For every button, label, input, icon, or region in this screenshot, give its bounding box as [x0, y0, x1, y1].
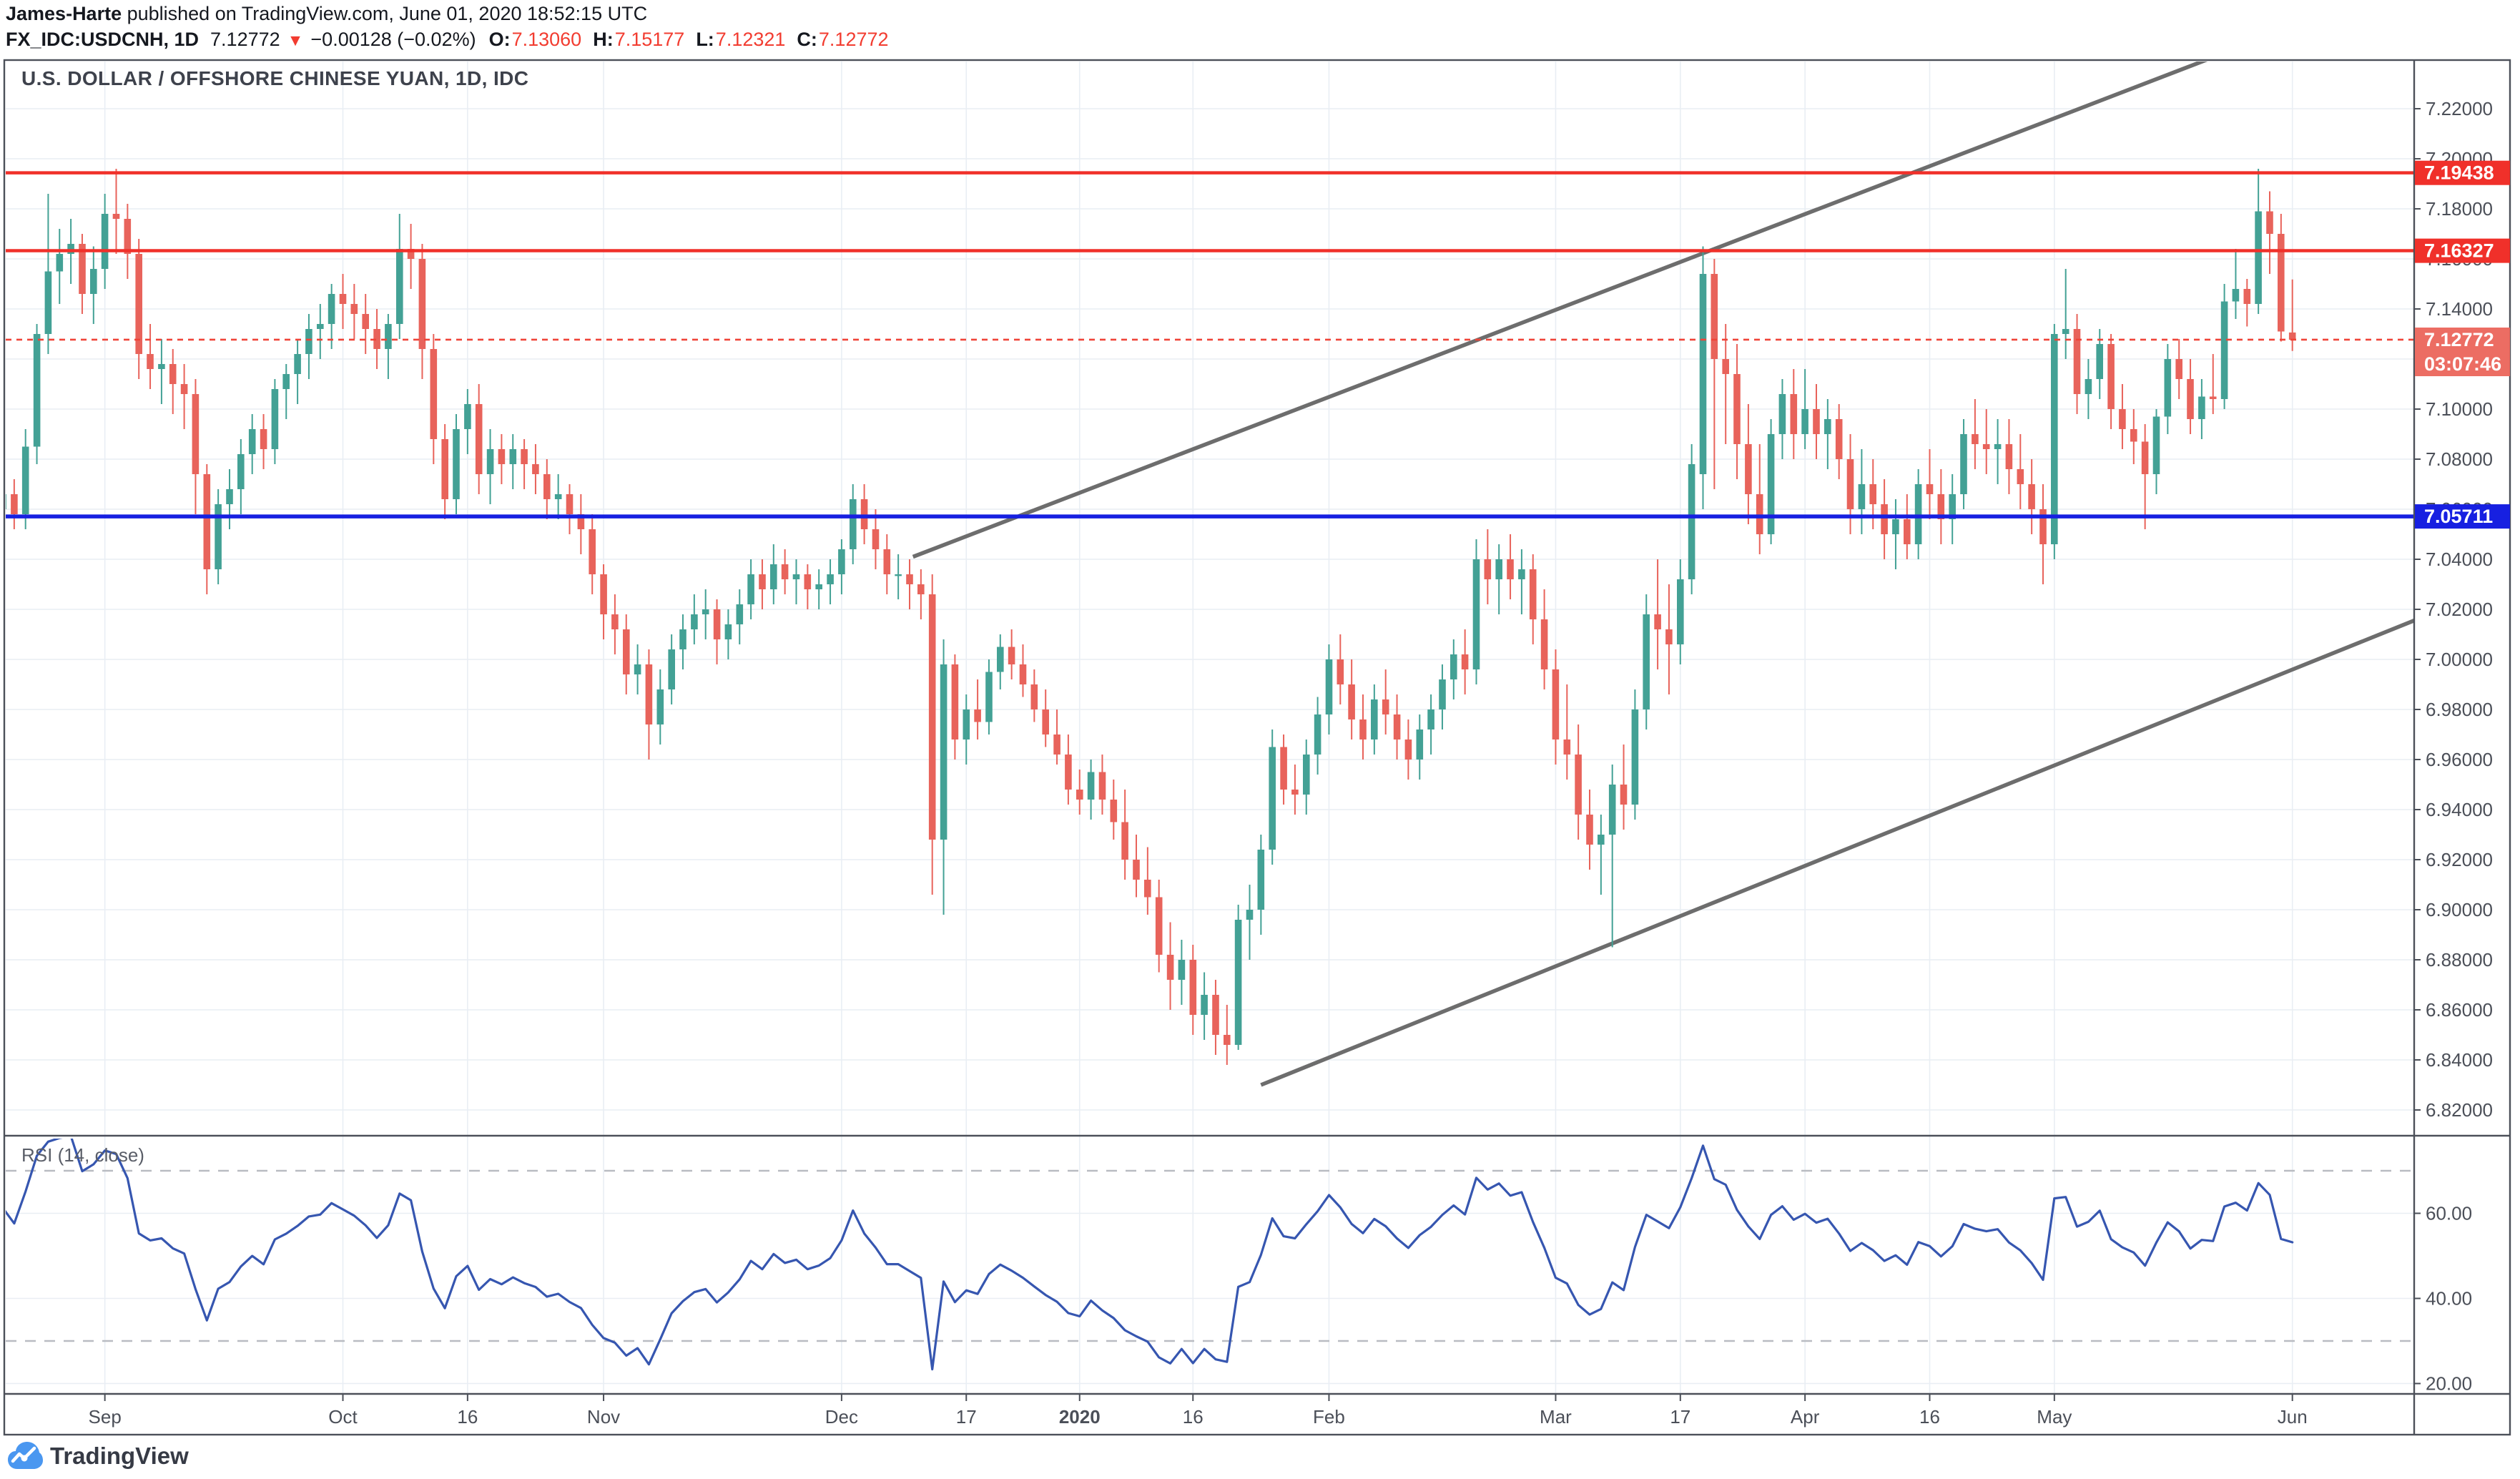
rsi-indicator-label[interactable]: RSI (14, close): [21, 1144, 144, 1166]
svg-text:6.96000: 6.96000: [2426, 749, 2493, 770]
svg-text:7.10000: 7.10000: [2426, 398, 2493, 420]
svg-text:16: 16: [1919, 1406, 1940, 1428]
svg-text:Nov: Nov: [587, 1406, 620, 1428]
symbol-quote-bar: FX_IDC:USDCNH, 1D 7.12772 ▼ −0.00128 (−0…: [6, 29, 900, 51]
svg-text:7.16327: 7.16327: [2424, 240, 2494, 262]
candlestick-series: [6, 169, 2296, 1065]
publish-info: James-Harte published on TradingView.com…: [6, 3, 647, 25]
svg-text:6.98000: 6.98000: [2426, 699, 2493, 720]
svg-text:16: 16: [457, 1406, 478, 1428]
svg-text:7.00000: 7.00000: [2426, 649, 2493, 670]
close-value: 7.12772: [818, 29, 889, 50]
close-label: C:: [797, 29, 817, 50]
svg-text:6.82000: 6.82000: [2426, 1099, 2493, 1121]
low-value: 7.12321: [715, 29, 786, 50]
rsi-axis-labels: 60.00 40.00 20.00: [2414, 1203, 2472, 1395]
svg-text:7.04000: 7.04000: [2426, 549, 2493, 570]
svg-text:40.00: 40.00: [2426, 1288, 2472, 1310]
svg-text:16: 16: [1183, 1406, 1204, 1428]
horizontal-price-levels[interactable]: [6, 171, 2414, 519]
svg-text:17: 17: [1670, 1406, 1690, 1428]
svg-text:7.05711: 7.05711: [2424, 506, 2493, 527]
svg-text:Oct: Oct: [328, 1406, 358, 1428]
trend-channel-lines[interactable]: [912, 59, 2417, 1087]
tradingview-brand-text[interactable]: TradingView: [50, 1443, 189, 1469]
svg-text:17: 17: [956, 1406, 977, 1428]
svg-text:6.84000: 6.84000: [2426, 1049, 2493, 1071]
svg-text:Jun: Jun: [2278, 1406, 2308, 1428]
price-axis-scale[interactable]: [2416, 62, 2510, 1392]
svg-text:May: May: [2037, 1406, 2072, 1428]
tradingview-attribution: TradingView: [7, 1439, 189, 1473]
price-level-badges: 7.19438 7.16327 7.12772 03:07:46 7.05711: [2415, 160, 2510, 529]
svg-text:20.00: 20.00: [2426, 1373, 2472, 1395]
svg-text:7.14000: 7.14000: [2426, 298, 2493, 320]
author-name: James-Harte: [6, 3, 122, 24]
svg-text:6.92000: 6.92000: [2426, 849, 2493, 870]
last-price-value: 7.12772: [210, 29, 280, 50]
low-label: L:: [696, 29, 714, 50]
svg-text:7.08000: 7.08000: [2426, 448, 2493, 470]
svg-text:Feb: Feb: [1313, 1406, 1345, 1428]
svg-text:7.18000: 7.18000: [2426, 198, 2493, 220]
svg-text:Mar: Mar: [1540, 1406, 1572, 1428]
high-value: 7.15177: [614, 29, 685, 50]
svg-text:03:07:46: 03:07:46: [2424, 353, 2501, 375]
svg-text:7.02000: 7.02000: [2426, 599, 2493, 620]
svg-text:Dec: Dec: [825, 1406, 858, 1428]
grid-lines: [6, 62, 2414, 1394]
open-value: 7.13060: [511, 29, 582, 50]
svg-text:6.94000: 6.94000: [2426, 799, 2493, 820]
svg-text:7.12772: 7.12772: [2424, 329, 2494, 350]
svg-text:6.90000: 6.90000: [2426, 899, 2493, 920]
svg-text:Sep: Sep: [89, 1406, 122, 1428]
open-label: O:: [488, 29, 511, 50]
high-label: H:: [593, 29, 614, 50]
chart-frame: [3, 59, 2511, 1436]
svg-text:7.19438: 7.19438: [2424, 162, 2494, 184]
rsi-line[interactable]: [3, 1136, 2294, 1371]
symbol-name[interactable]: FX_IDC:USDCNH, 1D: [6, 29, 200, 50]
publish-text: published on TradingView.com, June 01, 2…: [122, 3, 648, 24]
time-axis-scale[interactable]: [6, 1395, 2414, 1434]
svg-text:6.86000: 6.86000: [2426, 999, 2493, 1021]
svg-text:7.22000: 7.22000: [2426, 98, 2493, 119]
tradingview-cloud-logo-icon[interactable]: [7, 1439, 43, 1473]
svg-text:2020: 2020: [1059, 1406, 1101, 1428]
price-change: −0.00128 (−0.02%): [310, 29, 476, 50]
price-down-arrow-icon: ▼: [287, 31, 304, 49]
price-axis-labels: 7.220007.200007.180007.160007.140007.120…: [2414, 98, 2493, 1121]
svg-text:Apr: Apr: [1791, 1406, 1820, 1428]
svg-text:60.00: 60.00: [2426, 1203, 2472, 1224]
rsi-band-guides: [6, 1169, 2414, 1342]
time-axis-labels: Sep Oct 16 Nov Dec 17 2020 16 Feb Mar 17 Apr 16 May Ju…: [89, 1394, 2308, 1428]
chart-title: U.S. DOLLAR / OFFSHORE CHINESE YUAN, 1D,…: [21, 67, 529, 89]
svg-text:6.88000: 6.88000: [2426, 949, 2493, 971]
